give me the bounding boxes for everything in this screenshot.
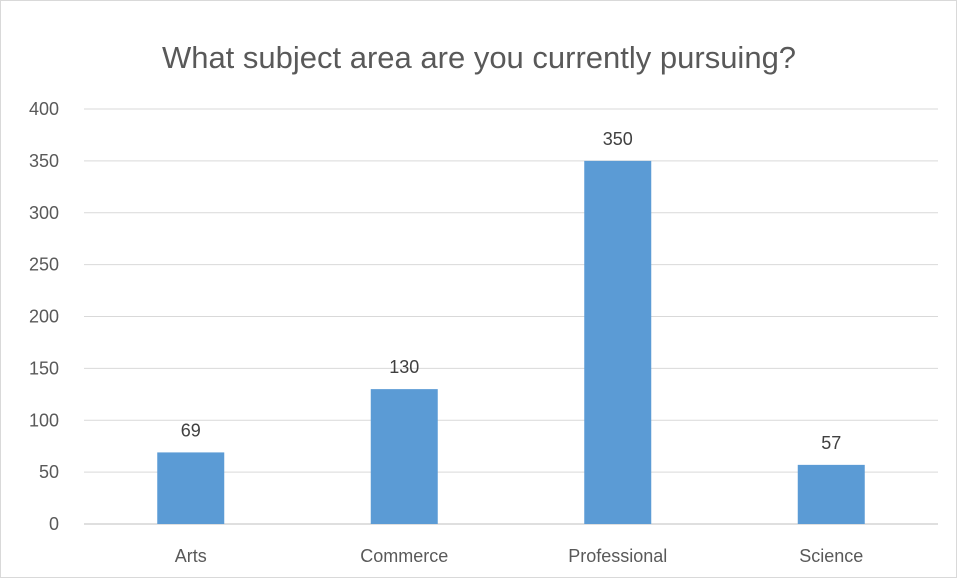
x-tick-label-professional: Professional <box>568 546 667 566</box>
gridlines <box>84 108 938 525</box>
chart-title: What subject area are you currently purs… <box>162 40 796 75</box>
bar-science <box>797 464 865 524</box>
bars <box>157 160 865 524</box>
data-label-science: 57 <box>821 433 841 453</box>
x-tick-label-commerce: Commerce <box>360 546 448 566</box>
bar-professional <box>584 160 652 524</box>
y-tick-label: 400 <box>29 99 59 119</box>
data-label-commerce: 130 <box>389 357 419 377</box>
y-tick-label: 350 <box>29 151 59 171</box>
x-tick-label-science: Science <box>799 546 863 566</box>
y-tick-label: 50 <box>39 462 59 482</box>
data-labels: 69 130 350 57 <box>181 129 842 453</box>
data-label-professional: 350 <box>603 129 633 149</box>
data-label-arts: 69 <box>181 420 201 440</box>
y-tick-label: 250 <box>29 255 59 275</box>
y-tick-label: 300 <box>29 203 59 223</box>
bar-commerce <box>370 389 438 524</box>
y-tick-label: 200 <box>29 307 59 327</box>
y-axis-tick-labels: 0 50 100 150 200 250 300 350 400 <box>29 99 59 534</box>
y-tick-label: 150 <box>29 358 59 378</box>
x-tick-label-arts: Arts <box>175 546 207 566</box>
y-tick-label: 0 <box>49 514 59 534</box>
bar-arts <box>157 452 225 524</box>
x-axis-tick-labels: Arts Commerce Professional Science <box>175 546 864 566</box>
y-tick-label: 100 <box>29 410 59 430</box>
